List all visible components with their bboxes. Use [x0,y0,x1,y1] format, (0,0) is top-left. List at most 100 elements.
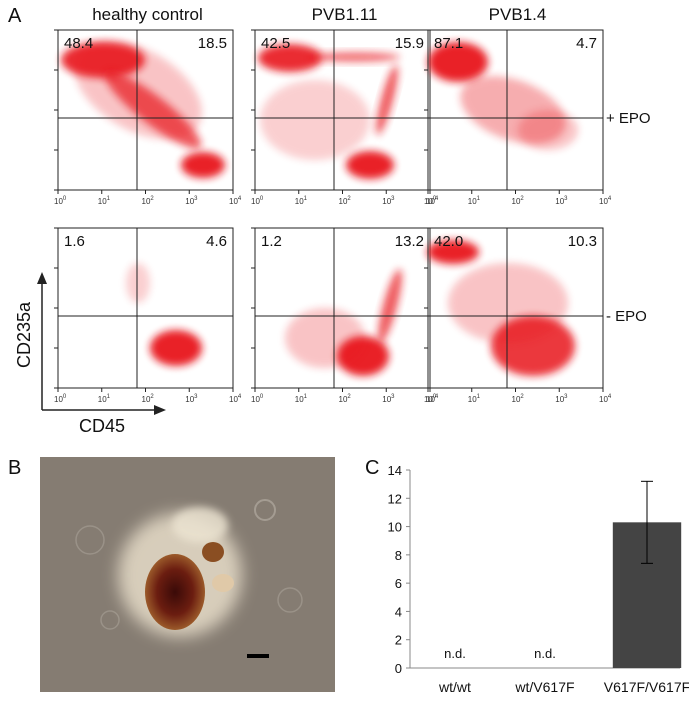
tick-exponent: 2 [347,394,351,400]
micrograph [40,457,335,692]
plot-frame [57,227,234,389]
tick-exponent: 3 [194,196,198,202]
tick-base: 10 [555,197,564,206]
x-tick-label: 101 [295,394,308,404]
tick-base: 10 [599,197,608,206]
x-tick-label: 104 [426,394,439,404]
plot-area [61,40,225,178]
tick-exponent: 1 [304,196,308,202]
tick-base: 10 [382,395,391,404]
quadrant-percent: 13.2 [395,233,424,250]
cell-population [378,269,402,343]
tick-exponent: 3 [564,196,568,202]
tick-base: 10 [251,197,260,206]
tick-exponent: 4 [435,196,439,202]
y-tick-label: 4 [395,604,402,619]
tick-exponent: 1 [107,394,111,400]
tick-exponent: 3 [391,196,395,202]
tick-base: 10 [295,395,304,404]
x-tick-label: 103 [555,394,568,404]
tick-exponent: 4 [608,394,612,400]
plot-area [258,44,400,179]
plot-area [428,42,578,150]
x-tick-label: V617F/V617F [604,679,689,695]
quadrant-percent: 42.0 [434,233,463,250]
quadrant-percent: 10.3 [568,233,597,250]
x-tick-label: 101 [295,196,308,206]
y-tick-label: 12 [388,491,402,506]
x-tick-label: 103 [382,196,395,206]
tick-base: 10 [339,395,348,404]
column-title: healthy control [92,5,203,24]
tick-exponent: 3 [564,394,568,400]
tick-exponent: 0 [63,196,67,202]
tick-base: 10 [512,197,521,206]
plot-area [126,263,202,366]
cell-population [310,52,400,62]
y-tick-label: 14 [388,463,402,478]
x-tick-label: wt/wt [438,679,471,695]
tick-base: 10 [251,395,260,404]
x-tick-label: 102 [339,394,352,404]
tick-base: 10 [426,197,435,206]
x-tick-label: 104 [229,196,242,206]
tick-base: 10 [98,395,107,404]
tick-exponent: 0 [260,394,264,400]
tick-exponent: 4 [608,196,612,202]
cell-population [126,263,150,303]
tick-exponent: 2 [520,196,524,202]
tick-exponent: 3 [391,394,395,400]
tick-exponent: 0 [433,196,437,202]
tick-base: 10 [382,197,391,206]
quadrant-percent: 4.6 [206,233,227,250]
row-label: + EPO [606,110,651,127]
tick-base: 10 [185,197,194,206]
tick-exponent: 2 [520,394,524,400]
y-axis-label: CD235a [14,301,34,368]
x-tick-label: 102 [142,394,155,404]
quadrant-percent: 1.6 [64,233,85,250]
x-axis-label: CD45 [79,416,125,436]
x-tick-label: 100 [251,196,264,206]
tick-exponent: 1 [107,196,111,202]
x-tick-label: 101 [468,196,481,206]
tick-base: 10 [229,395,238,404]
tick-base: 10 [468,395,477,404]
plot-area [285,269,402,376]
x-tick-label: 104 [599,394,612,404]
tick-exponent: 3 [194,394,198,400]
tick-base: 10 [339,197,348,206]
tick-base: 10 [229,197,238,206]
tick-base: 10 [424,395,433,404]
column-title: PVB1.11 [312,5,378,24]
cell-population [427,240,479,264]
cell-population [181,152,225,178]
tick-base: 10 [512,395,521,404]
x-tick-label: 100 [54,394,67,404]
plot-area [427,240,575,376]
cell-population [346,151,394,179]
cell-population [258,44,322,72]
column-title: PVB1.4 [489,5,547,24]
tick-base: 10 [468,197,477,206]
panel-label: B [8,457,21,479]
tick-exponent: 2 [347,196,351,202]
value-label: n.d. [534,646,556,661]
tick-exponent: 1 [477,394,481,400]
y-tick-label: 8 [395,548,402,563]
tick-exponent: 0 [63,394,67,400]
x-tick-label: 102 [339,196,352,206]
tick-base: 10 [185,395,194,404]
quadrant-percent: 42.5 [261,35,290,52]
tick-base: 10 [599,395,608,404]
y-tick-label: 2 [395,633,402,648]
x-tick-label: 103 [185,394,198,404]
tick-base: 10 [424,197,433,206]
cell-population [74,40,202,140]
cell-population [285,308,365,368]
y-tick-label: 0 [395,661,402,676]
row-label: - EPO [606,308,647,325]
